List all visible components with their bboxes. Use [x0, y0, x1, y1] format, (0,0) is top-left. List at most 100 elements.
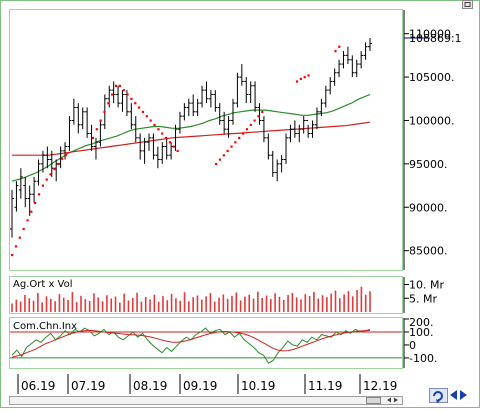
date-tick-label: 06.19 [21, 379, 55, 393]
sar-dot [161, 132, 164, 135]
ohlc-bar [133, 116, 138, 143]
volume-bar [321, 295, 324, 312]
pan-right-arrow-icon[interactable] [460, 390, 467, 400]
volume-bar [269, 299, 272, 312]
ohlc-bar [235, 72, 240, 108]
sar-dot [118, 84, 121, 87]
horizontal-scrollbar[interactable] [9, 396, 403, 405]
price-tick-label: 100000. [409, 114, 455, 127]
date-tick-label: 11.19 [308, 379, 342, 393]
volume-bar [339, 298, 341, 312]
volume-bar [261, 297, 263, 312]
volume-bar [343, 294, 345, 312]
price-tick-label: 90000. [409, 201, 448, 214]
ohlc-bar [138, 133, 143, 160]
volume-bar [222, 294, 225, 312]
sar-dot [53, 168, 56, 171]
ohlc-bar [297, 124, 302, 143]
ohlc-bar [10, 189, 14, 238]
price-panel [10, 38, 372, 257]
sar-dot [114, 84, 118, 87]
volume-bar [162, 296, 164, 312]
volume-bar [200, 299, 203, 312]
volume-bar [248, 294, 251, 312]
date-tick-label: 07.19 [71, 379, 105, 393]
volume-bar [41, 302, 43, 312]
volume-bar [304, 294, 307, 312]
volume-bar [28, 298, 31, 312]
price-panel-frame [9, 9, 403, 271]
sar-dot [103, 110, 106, 113]
ohlc-bar [18, 168, 23, 199]
ohlc-bar [204, 81, 209, 104]
sar-dot [257, 115, 260, 118]
volume-bar [101, 301, 104, 312]
sar-dot [307, 74, 310, 77]
volume-tick-label: 10. Mr [409, 279, 444, 292]
ohlc-bar [177, 111, 182, 134]
volume-bar [369, 291, 371, 312]
ohlc-bar [93, 137, 98, 160]
ohlc-bar [368, 38, 372, 52]
ohlc-bar [301, 116, 306, 134]
volume-bar [58, 294, 61, 312]
volume-title: Ag.Ort x Vol [13, 279, 73, 290]
volume-bar [351, 296, 354, 312]
date-tick-label: 12.19 [363, 379, 397, 393]
refresh-button[interactable] [429, 388, 448, 404]
refresh-arrow-icon [436, 399, 440, 403]
pan-left-arrow-icon[interactable] [450, 390, 457, 400]
ohlc-bar [226, 116, 231, 138]
sar-dot [22, 227, 25, 231]
volume-bar [153, 294, 156, 312]
long-moving-average-line [12, 121, 371, 156]
volume-bar [356, 290, 358, 312]
volume-bar [257, 291, 259, 312]
ohlc-bar [239, 64, 244, 86]
ohlc-bar [244, 77, 249, 104]
ohlc-bar [261, 116, 266, 143]
scroll-left-arrow-icon[interactable] [387, 397, 391, 403]
ohlc-bar [248, 81, 253, 104]
sar-dot [253, 119, 256, 122]
ohlc-bar [147, 133, 152, 151]
ohlc-bar [76, 103, 81, 134]
ohlc-bar [292, 120, 297, 138]
maximize-icon [464, 2, 471, 7]
volume-bar [24, 294, 26, 312]
ohlc-bar [345, 46, 350, 65]
volume-bar [218, 297, 220, 312]
ohlc-bar [67, 116, 72, 151]
volume-bar [15, 299, 18, 312]
ohlc-bar [45, 146, 50, 169]
ohlc-bar [89, 124, 94, 151]
sar-dot [141, 110, 145, 113]
volume-bar [235, 292, 238, 312]
sar-dot [168, 141, 172, 144]
cci-tick-label: 0 [409, 339, 416, 352]
sar-dot [126, 93, 129, 96]
date-tick-label: 08.19 [133, 379, 167, 393]
sar-dot [41, 184, 44, 187]
ohlc-bar [337, 59, 342, 78]
ohlc-bar [200, 85, 205, 108]
sar-dot [261, 110, 264, 113]
sar-dot [230, 145, 233, 148]
volume-bar [75, 302, 78, 312]
volume-bar [282, 299, 285, 312]
ohlc-bar [208, 90, 213, 108]
sar-dot [122, 89, 125, 92]
scroll-right-arrow-icon[interactable] [394, 397, 398, 403]
sar-dot [157, 128, 160, 131]
scrollbar-thumb[interactable] [366, 397, 381, 404]
sar-dot [299, 77, 302, 81]
volume-bar [136, 292, 138, 312]
ohlc-bar [142, 137, 147, 164]
volume-bar [157, 301, 160, 312]
volume-bar [244, 296, 246, 312]
sar-dot [130, 97, 133, 100]
price-tick-label: 105000. [409, 71, 455, 84]
sar-dot [99, 119, 102, 122]
maximize-button[interactable] [462, 0, 473, 9]
